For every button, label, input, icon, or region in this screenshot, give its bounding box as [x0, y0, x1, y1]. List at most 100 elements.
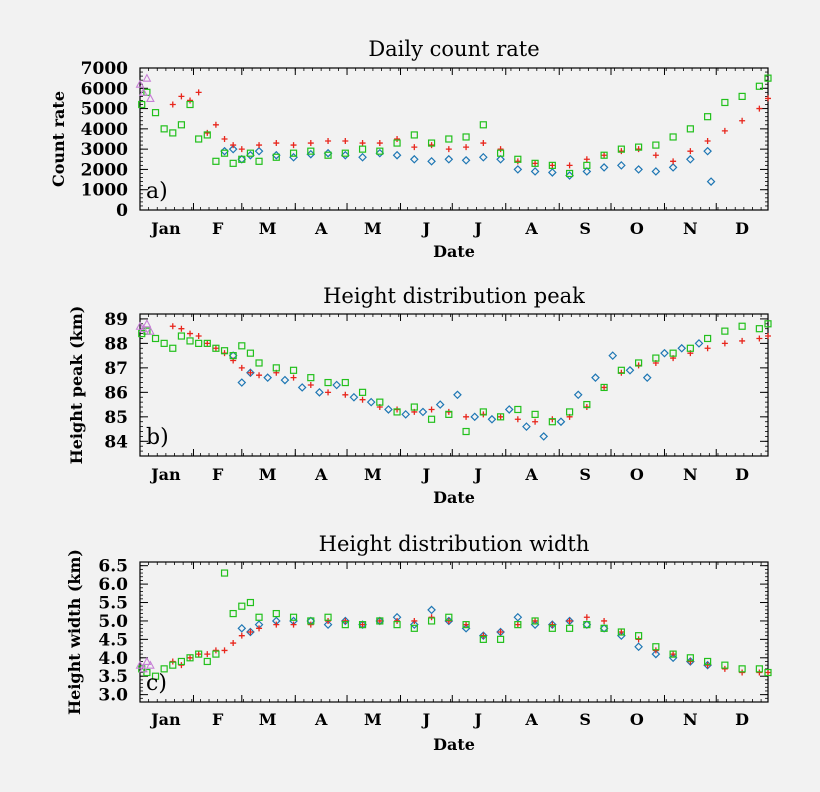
data-point [142, 73, 152, 82]
data-point [307, 621, 314, 628]
data-point [738, 665, 746, 673]
x-tick-label: M [259, 710, 277, 729]
panel-label: c) [146, 671, 167, 696]
data-point [651, 649, 661, 659]
data-point [238, 146, 245, 153]
data-point [721, 661, 729, 669]
data-point [272, 609, 280, 618]
data-point [670, 651, 677, 658]
data-point [686, 154, 695, 164]
data-point [427, 415, 436, 423]
data-point [160, 339, 168, 347]
data-point [514, 416, 521, 423]
data-point [204, 129, 211, 136]
data-point [480, 632, 487, 639]
data-point [384, 405, 393, 414]
data-point [756, 335, 763, 342]
x-tick-label: J [472, 219, 482, 238]
data-point [151, 109, 160, 117]
x-tick-label: A [524, 465, 538, 484]
data-point [359, 140, 366, 147]
y-tick-label: 3000 [81, 140, 128, 160]
data-point [230, 640, 237, 647]
data-point [704, 113, 712, 121]
data-point [704, 334, 712, 343]
data-point [427, 605, 436, 615]
data-point [307, 374, 315, 382]
y-tick-label: 3.0 [98, 686, 128, 706]
x-tick-label: A [314, 465, 328, 484]
data-point [411, 144, 418, 151]
chart-panel-2: Jan F M A M J J A S O N D 84 85 86 87 88 89 Height distrib… [67, 284, 772, 507]
data-point [599, 163, 609, 172]
data-point [522, 422, 531, 431]
data-point [739, 337, 746, 344]
data-point [478, 631, 488, 641]
y-tick-label: 6.5 [98, 557, 128, 577]
data-point [470, 412, 480, 422]
data-point [480, 140, 487, 147]
data-point [617, 628, 625, 636]
series-square [138, 74, 772, 178]
data-point [600, 383, 608, 392]
data-point [601, 384, 608, 391]
data-point [601, 617, 608, 624]
data-point [341, 149, 349, 157]
data-point [325, 617, 332, 624]
data-point [246, 368, 255, 378]
series-square [138, 569, 772, 680]
data-point [583, 156, 590, 163]
data-point [212, 157, 220, 165]
data-point [359, 621, 366, 628]
x-tick-label: M [364, 710, 382, 729]
data-point [652, 647, 659, 654]
data-point [634, 165, 643, 174]
data-point [410, 131, 418, 139]
data-point [721, 127, 728, 134]
data-point [514, 158, 521, 165]
data-point [359, 396, 366, 403]
data-point [756, 105, 763, 112]
data-point [739, 117, 746, 124]
data-point [186, 654, 194, 662]
data-point [462, 621, 470, 629]
data-point [764, 320, 772, 328]
data-point [531, 159, 539, 167]
data-point [195, 650, 203, 658]
data-point [358, 621, 367, 629]
data-point [721, 665, 728, 672]
series-plus [169, 89, 771, 169]
y-axis-label: Height peak (km) [67, 306, 86, 465]
data-point [246, 149, 255, 157]
data-point [617, 161, 626, 170]
x-tick-label: D [735, 219, 749, 238]
data-point [325, 138, 332, 145]
data-point [186, 337, 194, 345]
data-point [427, 139, 436, 147]
data-point [660, 348, 669, 358]
data-point [608, 351, 618, 360]
series-square [138, 320, 772, 436]
data-point [178, 662, 185, 669]
data-point [669, 650, 677, 658]
x-tick-label: F [212, 465, 224, 484]
data-point [151, 334, 160, 343]
data-point [410, 403, 418, 411]
chart-title: Daily count rate [368, 37, 539, 61]
data-point [634, 642, 643, 652]
data-point [358, 388, 367, 396]
data-point [409, 620, 419, 629]
data-point [635, 636, 642, 643]
data-point [496, 154, 505, 164]
x-tick-label: Jan [149, 465, 181, 484]
y-tick-label: 6.0 [98, 575, 128, 595]
data-point [514, 621, 522, 629]
data-point [756, 669, 763, 676]
x-tick-label: A [524, 710, 538, 729]
data-point [324, 378, 332, 387]
data-point [178, 93, 185, 100]
data-point [652, 141, 660, 149]
data-point [479, 635, 487, 643]
data-point [547, 620, 557, 629]
